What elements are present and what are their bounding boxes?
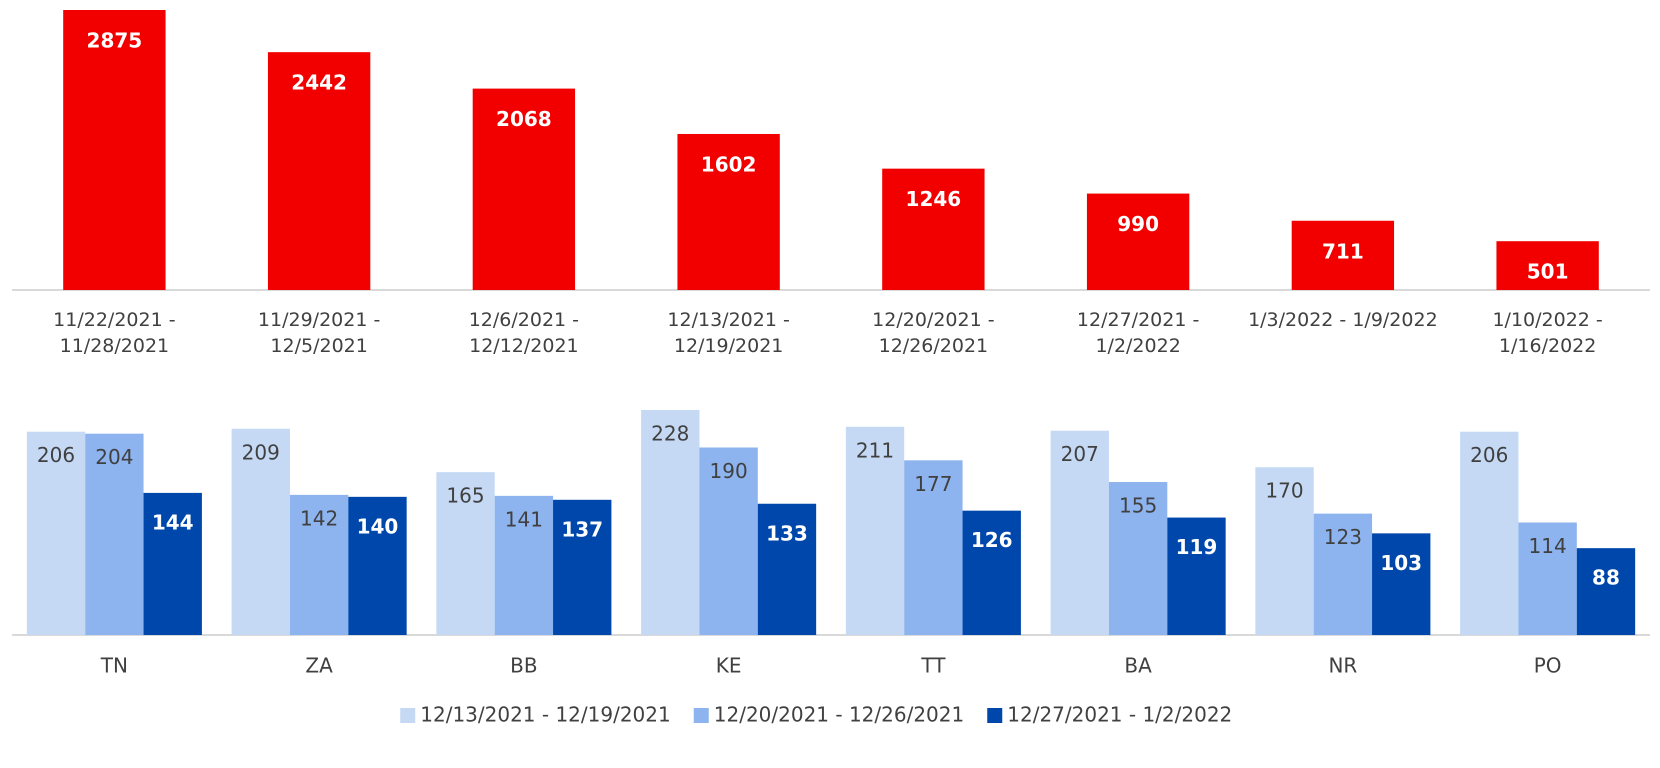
data-label: 2068 <box>496 107 552 131</box>
data-label: 140 <box>357 514 399 538</box>
bar <box>904 460 963 635</box>
x-tick-label: 1/10/2022 - 1/16/2022 <box>1492 309 1603 357</box>
x-tick-label: PO <box>1534 654 1562 678</box>
x-tick-label: 12/6/2021 - 12/12/2021 <box>468 309 580 357</box>
data-label: 1602 <box>701 152 757 176</box>
legend-swatch <box>693 708 709 723</box>
data-label: 711 <box>1322 239 1364 263</box>
bar <box>1167 517 1226 635</box>
data-label: 165 <box>446 484 484 508</box>
bar <box>1496 241 1599 290</box>
data-label: 190 <box>710 459 748 483</box>
bar <box>699 447 758 635</box>
x-tick-label: KE <box>716 654 742 678</box>
bar <box>677 133 780 290</box>
data-label: 114 <box>1529 534 1567 558</box>
data-label: 990 <box>1117 212 1159 236</box>
data-label: 170 <box>1265 479 1303 503</box>
bar <box>85 433 144 635</box>
bar <box>1255 467 1314 635</box>
bar <box>1086 193 1190 290</box>
bar <box>641 410 700 635</box>
data-label: 137 <box>561 517 603 541</box>
x-tick-label: 12/27/2021 - 1/2/2022 <box>1076 309 1200 357</box>
data-label: 207 <box>1061 442 1099 466</box>
data-label: 206 <box>1470 443 1508 467</box>
bar <box>1291 220 1395 290</box>
x-tick-label: 11/22/2021 - 11/28/2021 <box>53 309 176 357</box>
x-tick-label: 12/20/2021 - 12/26/2021 <box>872 309 995 357</box>
bar <box>231 428 290 635</box>
bar <box>472 88 576 290</box>
bar <box>1313 513 1373 635</box>
bar <box>1372 533 1431 635</box>
data-label: 142 <box>300 506 338 530</box>
legend-swatch <box>987 708 1003 723</box>
bar <box>143 492 202 635</box>
data-label: 501 <box>1527 260 1569 284</box>
x-tick-label: BA <box>1124 654 1152 678</box>
data-label: 103 <box>1380 551 1422 575</box>
data-label: 2442 <box>291 71 347 95</box>
bar <box>267 52 371 290</box>
bar <box>63 10 166 290</box>
x-tick-label: ZA <box>305 654 333 678</box>
data-label: 123 <box>1324 525 1362 549</box>
bar <box>757 503 817 635</box>
bar <box>494 495 554 635</box>
data-label: 1246 <box>906 187 962 211</box>
data-label: 141 <box>505 507 543 531</box>
bar <box>1576 548 1636 635</box>
bar <box>1108 482 1168 635</box>
bar <box>1460 431 1519 635</box>
bar <box>845 426 905 635</box>
data-label: 119 <box>1176 535 1218 559</box>
bar <box>26 431 86 635</box>
legend-label: 12/27/2021 - 1/2/2022 <box>1007 703 1232 727</box>
data-label: 88 <box>1592 566 1620 590</box>
legend-label: 12/13/2021 - 12/19/2021 <box>420 703 670 727</box>
data-label: 204 <box>95 445 133 469</box>
bar <box>1518 522 1577 635</box>
bar <box>289 494 349 635</box>
data-label: 206 <box>37 443 75 467</box>
data-label: 228 <box>651 422 689 446</box>
data-label: 177 <box>914 472 952 496</box>
bar <box>553 499 612 635</box>
data-label: 211 <box>856 438 894 462</box>
legend-label: 12/20/2021 - 12/26/2021 <box>714 703 964 727</box>
legend-swatch <box>400 708 416 723</box>
x-tick-label: TT <box>920 654 946 678</box>
data-label: 126 <box>971 528 1013 552</box>
x-tick-label: 1/3/2022 - 1/9/2022 <box>1248 309 1438 331</box>
bar <box>348 496 407 635</box>
data-label: 209 <box>242 440 280 464</box>
x-tick-label: 12/13/2021 - 12/19/2021 <box>667 309 790 357</box>
data-label: 155 <box>1119 494 1157 518</box>
data-label: 133 <box>766 521 808 545</box>
x-tick-label: BB <box>510 654 537 678</box>
bar <box>882 168 985 290</box>
data-label: 2875 <box>87 29 143 53</box>
bar <box>436 472 495 635</box>
bar <box>1050 430 1109 635</box>
data-label: 144 <box>152 510 194 534</box>
x-tick-label: TN <box>100 654 128 678</box>
x-tick-label: 11/29/2021 - 12/5/2021 <box>257 309 381 357</box>
x-tick-label: NR <box>1328 654 1357 678</box>
bar <box>962 510 1021 635</box>
